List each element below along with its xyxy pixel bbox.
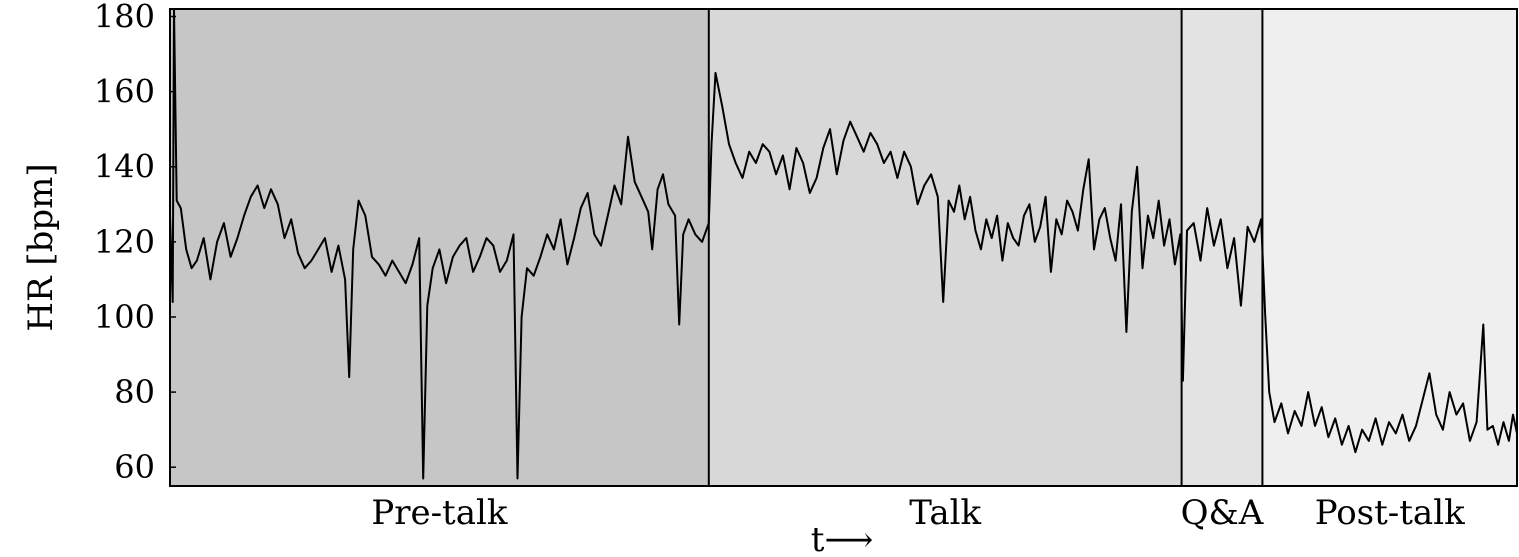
y-axis-ticks: 60 80 100 120 140 160 180 (94, 0, 176, 486)
y-tick-label: 60 (114, 448, 155, 486)
phase-label-pre-talk: Pre-talk (371, 493, 508, 533)
phase-backgrounds (170, 9, 1517, 486)
y-tick-label: 120 (94, 223, 155, 261)
y-tick-label: 140 (94, 148, 155, 186)
y-axis-label: HR [bpm] (21, 163, 61, 331)
phase-band-post-talk (1262, 9, 1517, 486)
phase-label-talk: Talk (909, 493, 981, 533)
phase-labels: Pre-talk Talk Q&A Post-talk (371, 493, 1465, 533)
y-tick-label: 160 (94, 73, 155, 111)
x-axis-label: t⟶ (811, 520, 873, 557)
phase-label-q-a: Q&A (1181, 493, 1264, 533)
heart-rate-line (170, 9, 1517, 480)
phase-band-pre-talk (170, 9, 709, 486)
plot-frame (169, 8, 1518, 487)
y-tick-label: 80 (114, 373, 155, 411)
y-tick-label: 100 (94, 298, 155, 336)
series-layer (170, 9, 1517, 480)
y-tick-label: 180 (94, 0, 155, 36)
phase-label-post-talk: Post-talk (1315, 493, 1465, 533)
phase-band-q-a (1181, 9, 1263, 486)
